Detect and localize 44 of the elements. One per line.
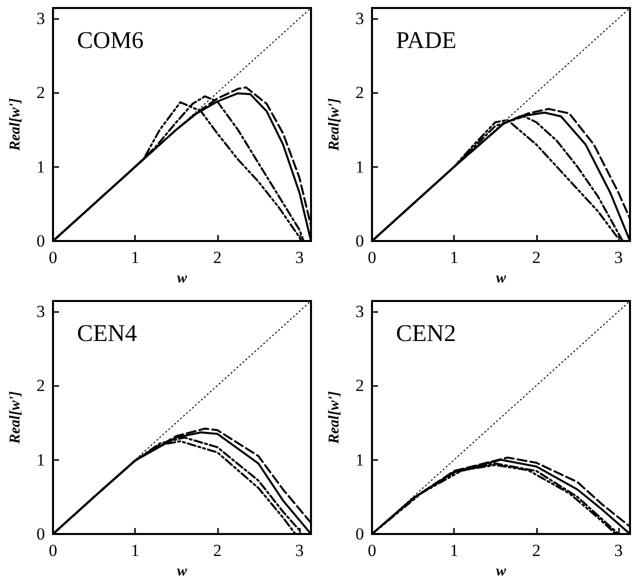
x-axis-title: w (176, 563, 188, 580)
y-tick-label: 0 (36, 524, 45, 544)
y-tick-label: 2 (356, 376, 364, 396)
y-tick-label: 0 (356, 524, 364, 544)
x-tick-label: 2 (213, 248, 222, 267)
y-tick-label: 0 (356, 232, 364, 250)
x-tick-label: 1 (130, 248, 140, 267)
text: PADE (396, 28, 456, 54)
y-tick-label: 1 (356, 450, 364, 470)
y-axis-title: Real[w'] (8, 98, 24, 152)
y-tick-label: 1 (356, 157, 364, 176)
y-tick-label: 3 (36, 8, 45, 28)
x-axis-title: w (496, 563, 507, 580)
y-tick-label: 3 (356, 302, 364, 321)
x-tick-label: 1 (450, 248, 458, 267)
x-tick-label: 3 (295, 541, 304, 560)
y-axis-title: Real[w'] (8, 391, 24, 445)
text: COM6 (77, 28, 144, 54)
y-tick-label: 1 (36, 157, 45, 176)
y-tick-label: 2 (356, 83, 364, 102)
x-axis-title: w (496, 270, 507, 286)
x-tick-label: 0 (368, 541, 376, 560)
y-tick-label: 3 (356, 8, 364, 28)
y-tick-label: 2 (36, 83, 45, 102)
y-axis-title: Real[w'] (326, 98, 342, 152)
x-tick-label: 3 (614, 541, 623, 560)
text: CEN4 (77, 321, 137, 347)
y-tick-label: 2 (36, 376, 45, 396)
x-tick-label: 2 (532, 541, 541, 560)
y-tick-label: 3 (36, 302, 45, 321)
y-tick-label: 0 (36, 232, 45, 250)
x-tick-label: 0 (368, 248, 376, 267)
x-axis-title: w (176, 270, 188, 286)
y-axis-title: Real[w'] (326, 391, 342, 445)
x-tick-label: 1 (450, 541, 458, 560)
x-tick-label: 2 (213, 541, 222, 560)
x-tick-label: 2 (532, 248, 541, 267)
y-tick-label: 1 (36, 450, 45, 470)
x-tick-label: 0 (48, 248, 58, 267)
text: CEN2 (396, 321, 456, 347)
x-tick-label: 3 (614, 248, 623, 267)
x-tick-label: 0 (48, 541, 58, 560)
x-tick-label: 3 (295, 248, 304, 267)
x-tick-label: 1 (130, 541, 140, 560)
